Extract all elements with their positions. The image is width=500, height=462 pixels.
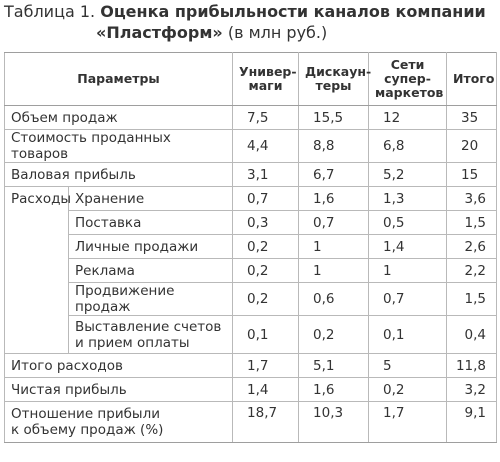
table-row-gross: Валовая прибыль 3,1 6,7 5,2 15 xyxy=(3,162,498,187)
cell-value: 5 xyxy=(368,353,448,378)
row-label: Отношение прибыли к объему продаж (%) xyxy=(3,401,234,443)
row-label: Личные продажи xyxy=(67,234,234,259)
table-row-personal-sales: Личные продажи 0,2 1 1,4 2,6 xyxy=(5,234,498,259)
cell-value: 1,7 xyxy=(368,401,448,443)
table-row-ads: Реклама 0,2 1 1 2,2 xyxy=(5,258,498,283)
header-total: Итого xyxy=(446,52,498,106)
table-row-total-expenses: Итого расходов 1,7 5,1 5 11,8 xyxy=(3,353,498,378)
cell-value: 0,7 xyxy=(232,186,300,211)
row-label: Поставка xyxy=(67,210,234,235)
cell-value: 6,8 xyxy=(368,129,448,163)
row-label-line-b: и прием оплаты xyxy=(75,334,190,351)
table-row-sales: Объем продаж 7,5 15,5 12 35 xyxy=(3,105,498,130)
cell-value: 1,4 xyxy=(368,234,448,259)
cell-value: 15 xyxy=(446,162,498,187)
cell-value: 1,4 xyxy=(232,377,300,402)
row-label: Объем продаж xyxy=(3,105,234,130)
caption-label: Таблица 1. xyxy=(4,2,96,21)
cell-value: 0,2 xyxy=(232,258,300,283)
cell-value: 15,5 xyxy=(298,105,370,130)
cell-value: 0,2 xyxy=(368,377,448,402)
cell-value: 8,8 xyxy=(298,129,370,163)
cell-value: 1,6 xyxy=(298,377,370,402)
cell-value: 12 xyxy=(368,105,448,130)
cell-value: 0,3 xyxy=(232,210,300,235)
cell-value: 10,3 xyxy=(298,401,370,443)
row-label-line-a: Отношение прибыли xyxy=(11,406,160,422)
caption-line-1: Таблица 1. Оценка прибыльности каналов к… xyxy=(4,1,496,22)
header-discounters: Дискаун- теры xyxy=(298,52,372,106)
profitability-table: Параметры Универ- маги Дискаун- теры Сет… xyxy=(3,52,498,443)
header-params: Параметры xyxy=(3,52,234,106)
caption-title-line1: Оценка прибыльности каналов компании xyxy=(100,2,486,21)
row-label-line-b: к объему продаж (%) xyxy=(11,422,164,438)
cell-value: 5,1 xyxy=(298,353,370,378)
header-col1-line-b: маги xyxy=(248,78,283,93)
cell-value: 0,1 xyxy=(232,315,300,354)
header-department-stores: Универ- маги xyxy=(232,52,300,106)
table-row-storage: Расходы Хранение 0,7 1,6 1,3 3,6 xyxy=(4,186,498,354)
cell-value: 11,8 xyxy=(446,353,498,378)
cell-value: 20 xyxy=(446,129,498,163)
cell-value: 5,2 xyxy=(368,162,448,187)
cell-value: 0,7 xyxy=(298,210,370,235)
header-col3-line-a: Сети xyxy=(390,57,425,72)
cell-value: 0,2 xyxy=(232,234,300,259)
row-label: Продвижение продаж xyxy=(67,282,234,316)
header-col2-line-a: Дискаун- xyxy=(305,64,372,79)
cell-value: 0,1 xyxy=(368,315,448,354)
cell-value: 0,2 xyxy=(298,315,370,354)
caption-title-line2: «Пластформ» xyxy=(96,23,223,42)
cell-value: 1,7 xyxy=(232,353,300,378)
cell-value: 1 xyxy=(298,258,370,283)
cell-value: 1,3 xyxy=(368,186,448,211)
cell-value: 18,7 xyxy=(232,401,300,443)
cell-value: 6,7 xyxy=(298,162,370,187)
cell-value: 1 xyxy=(368,258,448,283)
cell-value: 3,2 xyxy=(446,377,498,402)
header-col3-line-b: супер- xyxy=(384,71,431,86)
table-row-promo: Продвижение продаж 0,2 0,6 0,7 1,5 xyxy=(5,282,498,316)
header-col3-line-c: маркетов xyxy=(375,85,444,100)
row-label: Чистая прибыль xyxy=(3,377,234,402)
cell-value: 0,4 xyxy=(446,315,498,354)
row-label: Итого расходов xyxy=(3,353,234,378)
cell-value: 1 xyxy=(298,234,370,259)
cell-value: 2,6 xyxy=(446,234,498,259)
row-label: Валовая прибыль xyxy=(3,162,234,187)
row-label: Реклама xyxy=(67,258,234,283)
table-caption: Таблица 1. Оценка прибыльности каналов к… xyxy=(4,1,496,43)
row-label: Хранение xyxy=(67,186,234,211)
row-label-line-a: Выставление счетов xyxy=(75,318,222,335)
cell-value: 4,4 xyxy=(232,129,300,163)
cell-value: 3,1 xyxy=(232,162,300,187)
header-supermarkets: Сети супер- маркетов xyxy=(368,52,448,106)
cell-value: 3,6 xyxy=(446,186,498,211)
header-col2-line-b: теры xyxy=(315,78,352,93)
cell-value: 9,1 xyxy=(446,401,498,443)
cell-value: 0,7 xyxy=(368,282,448,316)
cell-value: 1,5 xyxy=(446,282,498,316)
header-col1-line-a: Универ- xyxy=(239,64,297,79)
caption-unit: (в млн руб.) xyxy=(227,23,328,42)
table-row-cogs: Стоимость проданных товаров 4,4 8,8 6,8 … xyxy=(3,129,498,163)
row-label: Стоимость проданных товаров xyxy=(3,129,234,163)
table-row-ratio: Отношение прибыли к объему продаж (%) 18… xyxy=(3,401,498,443)
cell-value: 35 xyxy=(446,105,498,130)
cell-value: 0,5 xyxy=(368,210,448,235)
table-row-net-profit: Чистая прибыль 1,4 1,6 0,2 3,2 xyxy=(3,377,498,402)
header-row: Параметры Универ- маги Дискаун- теры Сет… xyxy=(3,52,498,106)
cell-value: 1,6 xyxy=(298,186,370,211)
cell-value: 7,5 xyxy=(232,105,300,130)
cell-value: 0,2 xyxy=(232,282,300,316)
cell-value: 2,2 xyxy=(446,258,498,283)
caption-line-2: «Пластформ» (в млн руб.) xyxy=(4,22,496,43)
row-group-expenses: Расходы xyxy=(4,186,71,354)
cell-value: 1,5 xyxy=(446,210,498,235)
table-row-delivery: Поставка 0,3 0,7 0,5 1,5 xyxy=(5,210,498,235)
row-label: Выставление счетов и прием оплаты xyxy=(67,315,234,354)
cell-value: 0,6 xyxy=(298,282,370,316)
table-row-billing: Выставление счетов и прием оплаты 0,1 0,… xyxy=(5,315,498,354)
